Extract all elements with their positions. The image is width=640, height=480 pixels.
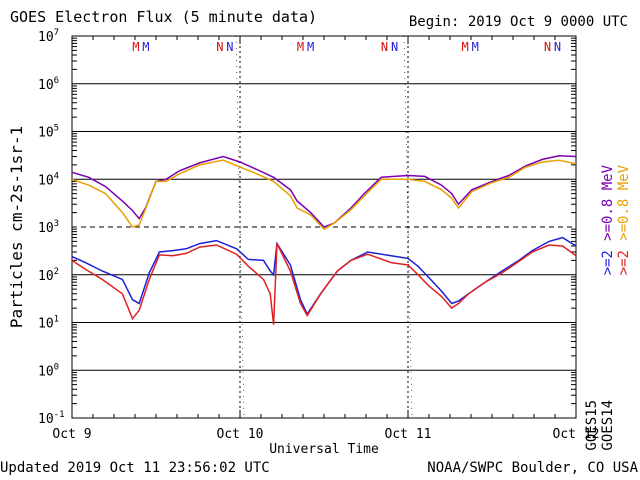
credit-label: NOAA/SWPC Boulder, CO USA [427, 460, 638, 476]
series-line-0 [71, 155, 577, 228]
x-axis-label: Universal Time [269, 442, 379, 457]
satellite-marker: N [381, 40, 388, 54]
updated-label: Updated 2019 Oct 11 23:56:02 UTC [0, 460, 270, 476]
legend-entry: GOES14 [600, 400, 616, 451]
x-tick-label: Oct 11 [385, 427, 432, 442]
y-tick-label: 103 [38, 219, 59, 236]
legend-entry: GOES15 [584, 400, 600, 451]
satellite-marker: M [297, 40, 304, 54]
satellite-marker: N [554, 40, 561, 54]
chart-title: GOES Electron Flux (5 minute data) [10, 8, 318, 26]
y-tick-label: 101 [38, 315, 59, 332]
satellite-marker: N [226, 40, 233, 54]
legend-entry: >=0.8 MeV [600, 164, 616, 240]
series-line-3 [71, 243, 577, 325]
legend-entry: >=0.8 MeV [616, 164, 632, 240]
x-tick-label: Oct 10 [217, 427, 264, 442]
satellite-marker: M [132, 40, 139, 54]
day-separator-ticks [403, 35, 413, 419]
day-separator-ticks [235, 35, 245, 419]
satellite-marker: N [544, 40, 551, 54]
y-tick-label: 102 [38, 267, 59, 284]
satellite-marker: M [307, 40, 314, 54]
x-tick-label: Oct 12 [553, 427, 600, 442]
y-tick-label: 106 [38, 76, 59, 93]
y-axis-label: Particles cm-2s-1sr-1 [7, 126, 26, 328]
series-line-1 [71, 159, 577, 231]
x-tick-label: Oct 9 [52, 427, 91, 442]
begin-label: Begin: 2019 Oct 9 0000 UTC [408, 14, 628, 30]
y-tick-label: 104 [38, 171, 59, 188]
y-tick-label: 100 [38, 362, 59, 379]
satellite-marker: M [462, 40, 469, 54]
satellite-marker: M [472, 40, 479, 54]
satellite-marker: N [216, 40, 223, 54]
satellite-marker: N [391, 40, 398, 54]
satellite-marker: M [142, 40, 149, 54]
y-tick-label: 107 [38, 28, 59, 45]
legend-entry: >=2 [600, 250, 616, 275]
y-tick-label: 10-1 [38, 410, 65, 427]
y-tick-label: 105 [38, 124, 59, 141]
legend-entry: >=2 [616, 250, 632, 275]
